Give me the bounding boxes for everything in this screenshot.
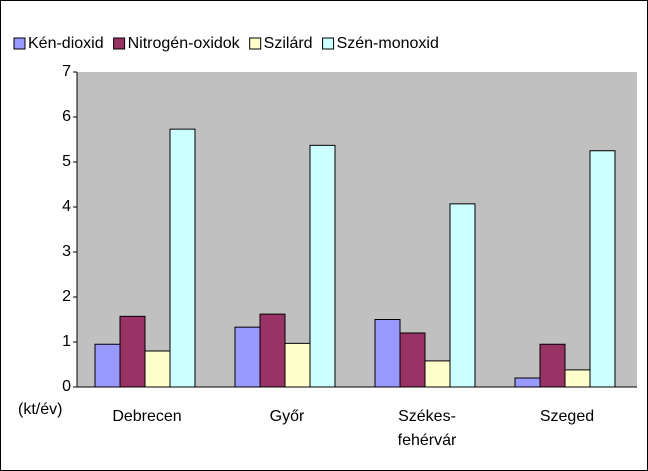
x-tick-label: Székes- fehérvár — [397, 408, 457, 449]
legend-swatch — [13, 37, 26, 50]
legend-label: Szilárd — [264, 35, 313, 52]
bar — [234, 326, 261, 388]
y-tick-label: 3 — [62, 243, 71, 260]
x-tick-label: Szeged — [539, 408, 595, 425]
bar — [399, 332, 426, 388]
y-tick-label: 4 — [62, 198, 71, 215]
bar — [564, 369, 591, 388]
y-tick-label: 1 — [62, 333, 71, 350]
y-axis-label: (kt/év) — [18, 401, 62, 418]
y-tick-label: 7 — [62, 63, 71, 80]
bar — [309, 144, 336, 388]
bar — [514, 377, 541, 388]
plot-area — [77, 72, 637, 387]
legend-swatch — [322, 37, 335, 50]
bar — [169, 128, 196, 388]
bar — [539, 343, 566, 388]
bar — [424, 360, 451, 388]
x-tick-label: Győr — [269, 408, 305, 425]
y-tick-label: 2 — [62, 288, 71, 305]
bar — [284, 342, 311, 388]
bar — [259, 313, 286, 388]
legend-swatch — [249, 37, 262, 50]
legend-label: Nitrogén-oxidok — [128, 35, 241, 52]
legend-label: Kén-dioxid — [28, 35, 104, 52]
bar — [449, 203, 476, 388]
bar — [119, 315, 146, 388]
y-tick-label: 6 — [62, 108, 71, 125]
legend-label: Szén-monoxid — [337, 35, 439, 52]
y-tick-label: 5 — [62, 153, 71, 170]
y-tick-label: 0 — [62, 378, 71, 395]
bar — [94, 343, 121, 388]
bar — [144, 350, 171, 388]
bar — [374, 319, 401, 388]
x-tick-label: Debrecen — [112, 408, 182, 425]
bar — [589, 150, 616, 388]
legend-swatch — [113, 37, 126, 50]
